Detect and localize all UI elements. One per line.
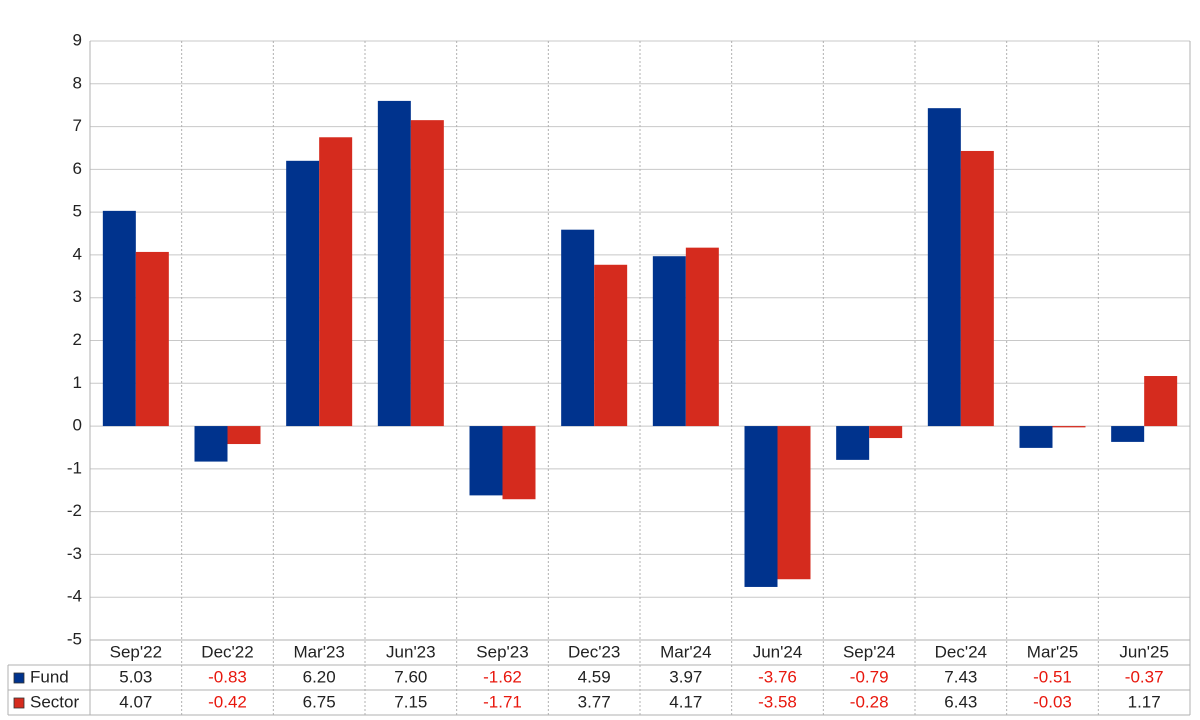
category-label: Sep'23 (476, 642, 528, 661)
table-value: 6.75 (303, 692, 336, 711)
table-value: 5.03 (119, 667, 152, 686)
category-label: Mar'25 (1027, 642, 1078, 661)
category-label: Jun'24 (753, 642, 803, 661)
bar (869, 426, 903, 439)
y-tick-label: -5 (67, 629, 82, 648)
bar (102, 210, 136, 427)
table-value: -0.79 (850, 667, 889, 686)
table-value: 4.07 (119, 692, 152, 711)
y-tick-label: 1 (73, 373, 82, 392)
bar (1019, 426, 1053, 448)
bar (777, 426, 811, 580)
y-tick-label: 5 (73, 202, 82, 221)
category-label: Mar'23 (293, 642, 344, 661)
bar (319, 137, 353, 427)
category-label: Mar'24 (660, 642, 711, 661)
table-value: 3.77 (578, 692, 611, 711)
y-tick-label: 4 (73, 244, 82, 263)
category-label: Dec'22 (201, 642, 253, 661)
bar (410, 120, 444, 427)
table-value: -0.83 (208, 667, 247, 686)
table-value: -0.51 (1033, 667, 1072, 686)
table-value: 4.59 (578, 667, 611, 686)
legend-label: Fund (30, 667, 69, 686)
table-value: 1.17 (1128, 692, 1161, 711)
table-value: 7.15 (394, 692, 427, 711)
bar (744, 426, 778, 587)
table-value: -3.58 (758, 692, 797, 711)
legend-label: Sector (30, 692, 79, 711)
bar (227, 426, 261, 445)
category-label: Jun'25 (1119, 642, 1169, 661)
bar (1144, 376, 1178, 427)
bar (502, 426, 536, 500)
table-value: -0.03 (1033, 692, 1072, 711)
bar (135, 251, 169, 427)
table-value: -0.42 (208, 692, 247, 711)
y-tick-label: -4 (67, 587, 82, 606)
bar (194, 426, 228, 462)
bar (469, 426, 503, 496)
bar (836, 426, 870, 460)
category-label: Dec'23 (568, 642, 620, 661)
bar (1052, 426, 1086, 428)
table-value: -0.37 (1125, 667, 1164, 686)
y-tick-label: -3 (67, 544, 82, 563)
bar (561, 229, 595, 427)
y-tick-label: 7 (73, 116, 82, 135)
bar (685, 247, 719, 427)
y-tick-label: -2 (67, 501, 82, 520)
bar (594, 264, 628, 427)
table-value: 6.20 (303, 667, 336, 686)
bar (652, 256, 686, 427)
category-label: Sep'24 (843, 642, 895, 661)
y-tick-label: 9 (73, 30, 82, 49)
y-tick-label: 3 (73, 287, 82, 306)
table-value: -0.28 (850, 692, 889, 711)
y-tick-label: 2 (73, 330, 82, 349)
table-value: 4.17 (669, 692, 702, 711)
category-label: Sep'22 (110, 642, 162, 661)
y-tick-label: 6 (73, 159, 82, 178)
bar (377, 100, 411, 427)
table-value: -3.76 (758, 667, 797, 686)
bar (286, 160, 320, 427)
y-tick-label: 8 (73, 73, 82, 92)
table-value: 7.43 (944, 667, 977, 686)
table-value: 6.43 (944, 692, 977, 711)
table-value: 7.60 (394, 667, 427, 686)
table-value: -1.71 (483, 692, 522, 711)
table-value: -1.62 (483, 667, 522, 686)
category-label: Jun'23 (386, 642, 436, 661)
category-label: Dec'24 (935, 642, 987, 661)
legend-swatch (13, 697, 25, 709)
bar (927, 108, 961, 427)
y-tick-label: -1 (67, 458, 82, 477)
bar (960, 150, 994, 427)
y-tick-label: 0 (73, 416, 82, 435)
legend-swatch (13, 672, 25, 684)
bar (1111, 426, 1145, 442)
table-value: 3.97 (669, 667, 702, 686)
